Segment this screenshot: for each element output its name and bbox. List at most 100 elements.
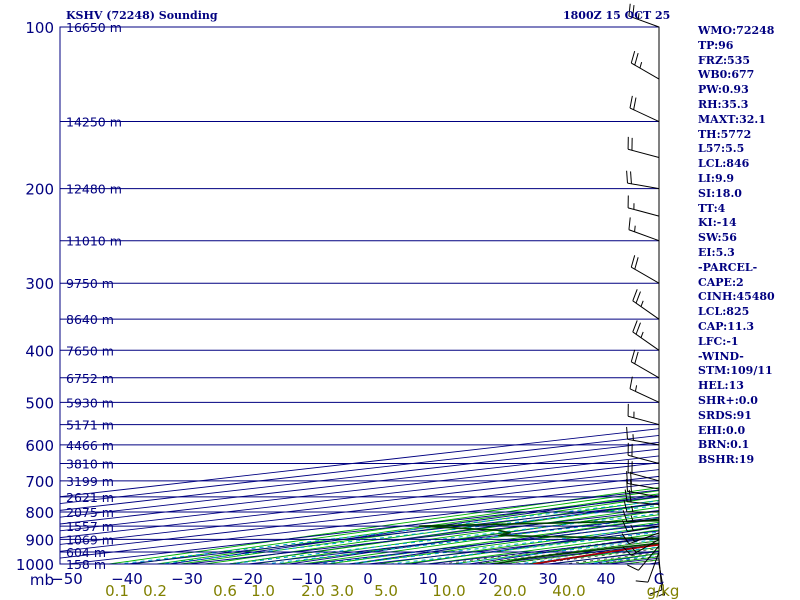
barb-shaft: [658, 558, 663, 591]
index-line: SRDS:91: [698, 408, 752, 422]
barb-flag: [628, 217, 631, 230]
index-line: EI:5.3: [698, 245, 735, 259]
pressure-tick-label: 300: [25, 275, 54, 293]
barb-flag: [628, 3, 631, 17]
barb-shaft: [647, 551, 660, 583]
pressure-tick-label: 200: [25, 181, 54, 199]
barb-half-flag: [631, 505, 634, 513]
height-label: 3199 m: [66, 474, 114, 489]
index-line: BRN:0.1: [698, 438, 750, 452]
isotherm: [60, 448, 659, 518]
barb-flag: [626, 170, 628, 184]
isobars: [59, 26, 660, 565]
isotherm: [60, 462, 659, 532]
temperature-tick-label: −20: [231, 570, 263, 588]
index-line: FRZ:535: [698, 53, 751, 67]
barb-flag: [622, 510, 628, 523]
barb-half-flag: [630, 536, 635, 543]
wind-barb: [632, 320, 660, 351]
wind-barb: [630, 349, 660, 379]
isotherm: [60, 428, 659, 498]
height-label: 604 m: [66, 545, 106, 560]
temperature-tick-label: 10: [418, 570, 437, 588]
barb-shaft: [631, 266, 660, 284]
moist-adiabat: [424, 533, 659, 564]
wind-barb: [628, 3, 660, 28]
index-line: BSHR:19: [698, 453, 755, 467]
barb-half-flag: [630, 515, 634, 522]
barb-shaft: [627, 454, 660, 465]
wind-barb: [628, 217, 660, 242]
station-title: KSHV (72248) Sounding: [66, 9, 218, 22]
wind-barb: [649, 558, 663, 595]
index-line: CINH:45480: [698, 290, 775, 304]
barb-flag: [630, 255, 636, 268]
index-line: EHI:0.0: [698, 423, 746, 437]
barb-flag: [633, 97, 637, 110]
barb-flag: [632, 320, 638, 333]
index-line: TT:4: [698, 201, 726, 215]
isotherm: [60, 455, 659, 525]
wind-barb: [626, 170, 660, 190]
moist-adiabat: [274, 510, 659, 564]
temperature-tick-label: −30: [171, 570, 203, 588]
height-label: 12480 m: [66, 182, 122, 197]
wind-barb: [630, 51, 660, 80]
barb-flag: [626, 478, 628, 492]
barb-half-flag: [658, 593, 665, 597]
barb-flag: [624, 489, 628, 502]
index-line: CAPE:2: [698, 275, 744, 289]
barb-flag: [635, 322, 641, 335]
barb-flag: [621, 533, 630, 545]
barb-shaft: [627, 472, 660, 482]
index-line: LFC:-1: [698, 334, 739, 348]
wind-barb: [626, 471, 660, 490]
moist-adiabat: [129, 490, 659, 564]
mixing-ratio-tick-label: 5.0: [374, 582, 398, 600]
height-label: 2075 m: [66, 505, 114, 520]
moist-adiabat: [177, 496, 659, 564]
barb-flag: [630, 171, 632, 184]
barb-flag: [622, 546, 632, 556]
wind-barb: [621, 532, 660, 545]
isotherm: [60, 435, 659, 504]
height-label: 9750 m: [66, 276, 114, 291]
moist-adiabat: [349, 521, 659, 564]
barb-shaft: [628, 15, 660, 28]
barb-flag: [630, 471, 632, 485]
barb-flag: [623, 499, 628, 513]
barb-half-flag: [630, 524, 634, 531]
height-label: 3810 m: [66, 457, 114, 472]
moist-adiabat: [299, 514, 659, 564]
barb-flag: [630, 479, 632, 493]
temperature-unit-label: C: [654, 570, 664, 588]
barb-half-flag: [634, 225, 636, 232]
temperature-tick-label: −10: [291, 570, 323, 588]
height-label: 5171 m: [66, 418, 114, 433]
mixing-ratio-unit-label: g/kg: [647, 582, 680, 600]
wind-barb: [622, 538, 660, 556]
mixing-ratio-tick-label: 1.0: [251, 582, 275, 600]
height-label: 1557 m: [66, 519, 114, 534]
moist-adiabat: [374, 525, 659, 564]
height-label: 7650 m: [66, 343, 114, 358]
mixing-ratio-tick-label: 10.0: [432, 582, 465, 600]
barb-shaft: [638, 545, 660, 571]
index-line: WMO:72248: [698, 24, 775, 37]
barb-shaft: [632, 331, 660, 351]
wind-barb: [627, 136, 660, 158]
barb-flag: [629, 95, 633, 109]
barb-shaft: [627, 525, 660, 533]
wind-barbs: [621, 3, 666, 597]
moist-adiabat: [324, 517, 659, 564]
temperature-tick-label: 20: [478, 570, 497, 588]
moist-adiabat: [250, 506, 659, 564]
profiles: [418, 519, 659, 564]
barb-half-flag: [640, 331, 644, 338]
mixing-ratio-tick-label: 2.0: [301, 582, 325, 600]
pressure-unit-label: mb: [30, 571, 54, 589]
wind-barb: [629, 95, 660, 123]
isotherm: [60, 469, 659, 539]
temperature-tick-label: 0: [363, 570, 373, 588]
